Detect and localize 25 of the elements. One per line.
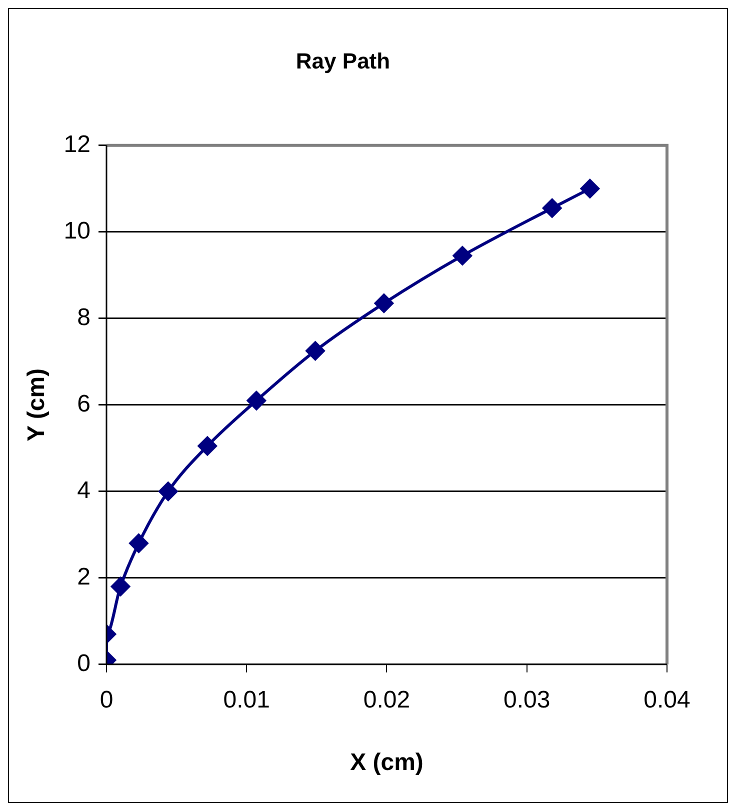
x-tick-label: 0.04 — [644, 686, 690, 714]
y-tick-label: 4 — [77, 477, 90, 504]
x-tick-label: 0.02 — [363, 686, 410, 714]
point — [452, 246, 472, 266]
y-tick-label: 12 — [64, 131, 90, 158]
y-tick-label: 8 — [77, 304, 90, 332]
x-tick-label: 0.03 — [504, 686, 550, 714]
x-tick-label: 0.01 — [223, 686, 270, 714]
y-tick-label: 6 — [77, 390, 90, 418]
y-tick-label: 2 — [77, 564, 90, 591]
y-tick-label: 10 — [64, 218, 90, 245]
point — [129, 534, 148, 553]
chart-title: Ray Path — [296, 48, 390, 74]
point — [158, 482, 178, 501]
point — [542, 198, 562, 218]
point — [111, 577, 130, 596]
x-axis-title: X (cm) — [350, 749, 424, 776]
point — [306, 341, 325, 360]
point — [580, 179, 600, 198]
point — [374, 294, 394, 313]
y-tick-label: 0 — [77, 650, 90, 678]
x-tick-label: 0 — [100, 686, 114, 714]
point — [246, 391, 266, 410]
point — [198, 436, 217, 456]
y-axis-title: Y (cm) — [23, 368, 50, 442]
